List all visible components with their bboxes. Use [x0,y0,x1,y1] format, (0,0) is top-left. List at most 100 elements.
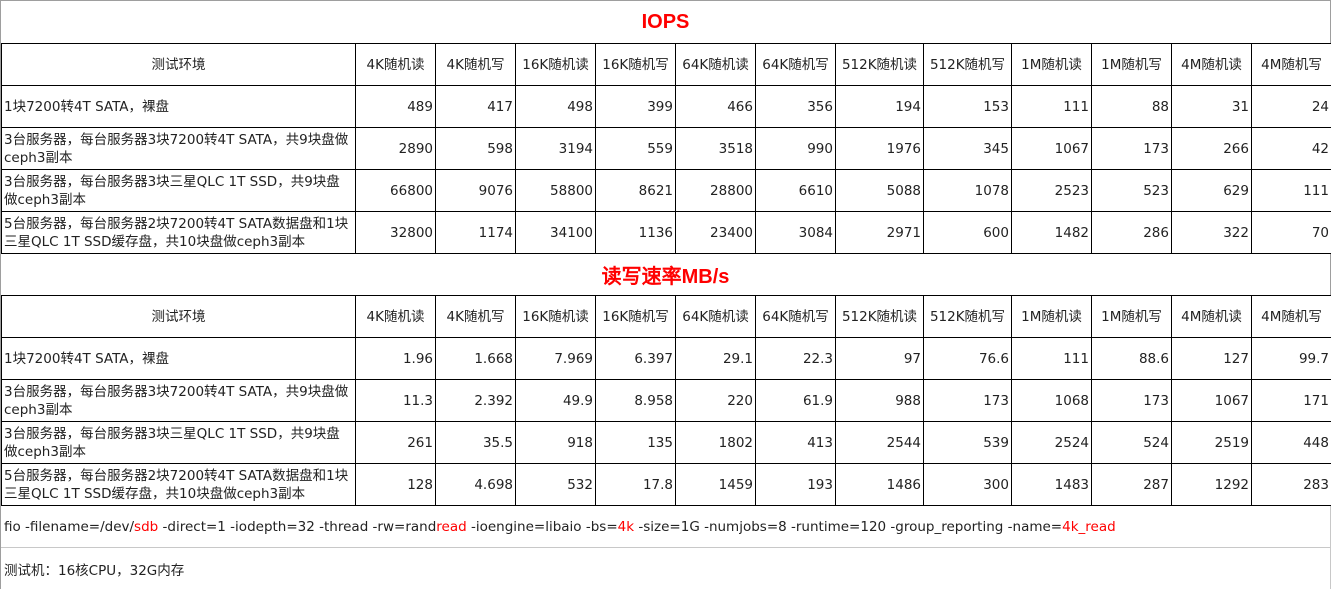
value-cell: 559 [595,127,676,170]
table-row: 3台服务器，每台服务器3块三星QLC 1T SSD，共9块盘做ceph3副本 66… [1,169,1331,212]
value-cell: 6.397 [595,337,676,380]
env-cell: 3台服务器，每台服务器3块7200转4T SATA，共9块盘做ceph3副本 [1,379,356,422]
value-cell: 2.392 [435,379,516,422]
table-row: 3台服务器，每台服务器3块7200转4T SATA，共9块盘做ceph3副本 28… [1,127,1331,170]
value-cell: 111 [1251,169,1331,212]
value-cell: 287 [1091,463,1172,506]
value-cell: 6610 [755,169,836,212]
value-cell: 1802 [675,421,756,464]
value-cell: 173 [923,379,1012,422]
fio-command-note: fio -filename=/dev/sdb -direct=1 -iodept… [1,506,1331,548]
column-header: 1M随机写 [1091,43,1172,86]
column-header: 512K随机写 [923,43,1012,86]
env-cell: 1块7200转4T SATA，裸盘 [1,337,356,380]
table-row: 5台服务器，每台服务器2块7200转4T SATA数据盘和1块三星QLC 1T … [1,211,1331,254]
env-cell: 5台服务器，每台服务器2块7200转4T SATA数据盘和1块三星QLC 1T … [1,211,356,254]
value-cell: 88 [1091,85,1172,128]
value-cell: 76.6 [923,337,1012,380]
column-header: 1M随机读 [1011,295,1092,338]
column-header: 4M随机读 [1171,43,1252,86]
value-cell: 598 [435,127,516,170]
value-cell: 31 [1171,85,1252,128]
value-cell: 9076 [435,169,516,212]
value-cell: 35.5 [435,421,516,464]
value-cell: 8621 [595,169,676,212]
env-cell: 3台服务器，每台服务器3块三星QLC 1T SSD，共9块盘做ceph3副本 [1,169,356,212]
value-cell: 153 [923,85,1012,128]
value-cell: 1068 [1011,379,1092,422]
value-cell: 2890 [355,127,436,170]
value-cell: 1483 [1011,463,1092,506]
value-cell: 399 [595,85,676,128]
column-header: 16K随机写 [595,43,676,86]
table-header-row: 测试环境 4K随机读 4K随机写 16K随机读 16K随机写 64K随机读 64… [1,43,1331,86]
column-header: 512K随机读 [835,295,924,338]
column-header: 64K随机写 [755,43,836,86]
value-cell: 135 [595,421,676,464]
throughput-title: 读写速率MB/s [1,254,1331,295]
value-cell: 42 [1251,127,1331,170]
value-cell: 23400 [675,211,756,254]
value-cell: 3084 [755,211,836,254]
value-cell: 413 [755,421,836,464]
throughput-table-body: 1块7200转4T SATA，裸盘 1.96 1.668 7.969 6.397 29.1… [1,337,1331,506]
value-cell: 1067 [1011,127,1092,170]
value-cell: 466 [675,85,756,128]
value-cell: 1976 [835,127,924,170]
value-cell: 539 [923,421,1012,464]
value-cell: 2544 [835,421,924,464]
value-cell: 283 [1251,463,1331,506]
value-cell: 11.3 [355,379,436,422]
table-header-row: 测试环境 4K随机读 4K随机写 16K随机读 16K随机写 64K随机读 64… [1,295,1331,338]
value-cell: 1482 [1011,211,1092,254]
value-cell: 111 [1011,337,1092,380]
value-cell: 24 [1251,85,1331,128]
value-cell: 66800 [355,169,436,212]
column-header: 512K随机写 [923,295,1012,338]
value-cell: 128 [355,463,436,506]
value-cell: 532 [515,463,596,506]
fio-text: -ioengine=libaio -bs= [466,518,618,535]
value-cell: 2523 [1011,169,1092,212]
throughput-table: 测试环境 4K随机读 4K随机写 16K随机读 16K随机写 64K随机读 64… [1,295,1331,506]
value-cell: 261 [355,421,436,464]
value-cell: 600 [923,211,1012,254]
value-cell: 1174 [435,211,516,254]
value-cell: 448 [1251,421,1331,464]
value-cell: 70 [1251,211,1331,254]
value-cell: 88.6 [1091,337,1172,380]
value-cell: 127 [1171,337,1252,380]
table-row: 5台服务器，每台服务器2块7200转4T SATA数据盘和1块三星QLC 1T … [1,463,1331,506]
value-cell: 990 [755,127,836,170]
value-cell: 1486 [835,463,924,506]
column-header: 16K随机读 [515,43,596,86]
fio-highlight-text: 4k_read [1062,518,1116,535]
value-cell: 34100 [515,211,596,254]
column-header: 4K随机写 [435,295,516,338]
fio-highlight-text: read [436,518,467,535]
value-cell: 988 [835,379,924,422]
value-cell: 498 [515,85,596,128]
iops-table-body: 1块7200转4T SATA，裸盘 489 417 498 399 466 356 194 15… [1,85,1331,254]
table-row: 3台服务器，每台服务器3块7200转4T SATA，共9块盘做ceph3副本 11… [1,379,1331,422]
iops-title: IOPS [1,1,1331,43]
env-cell: 5台服务器，每台服务器2块7200转4T SATA数据盘和1块三星QLC 1T … [1,463,356,506]
value-cell: 49.9 [515,379,596,422]
value-cell: 22.3 [755,337,836,380]
column-header: 4M随机写 [1251,43,1331,86]
table-row: 1块7200转4T SATA，裸盘 1.96 1.668 7.969 6.397 29.1… [1,337,1331,380]
column-header: 64K随机读 [675,295,756,338]
value-cell: 7.969 [515,337,596,380]
value-cell: 61.9 [755,379,836,422]
column-header: 16K随机写 [595,295,676,338]
env-cell: 3台服务器，每台服务器3块7200转4T SATA，共9块盘做ceph3副本 [1,127,356,170]
column-header: 1M随机写 [1091,295,1172,338]
value-cell: 286 [1091,211,1172,254]
value-cell: 1136 [595,211,676,254]
fio-text: fio -filename=/dev/ [4,518,135,535]
value-cell: 220 [675,379,756,422]
value-cell: 356 [755,85,836,128]
fio-highlight-text: sdb [134,518,159,535]
table-row: 1块7200转4T SATA，裸盘 489 417 498 399 466 356 194 15… [1,85,1331,128]
value-cell: 193 [755,463,836,506]
